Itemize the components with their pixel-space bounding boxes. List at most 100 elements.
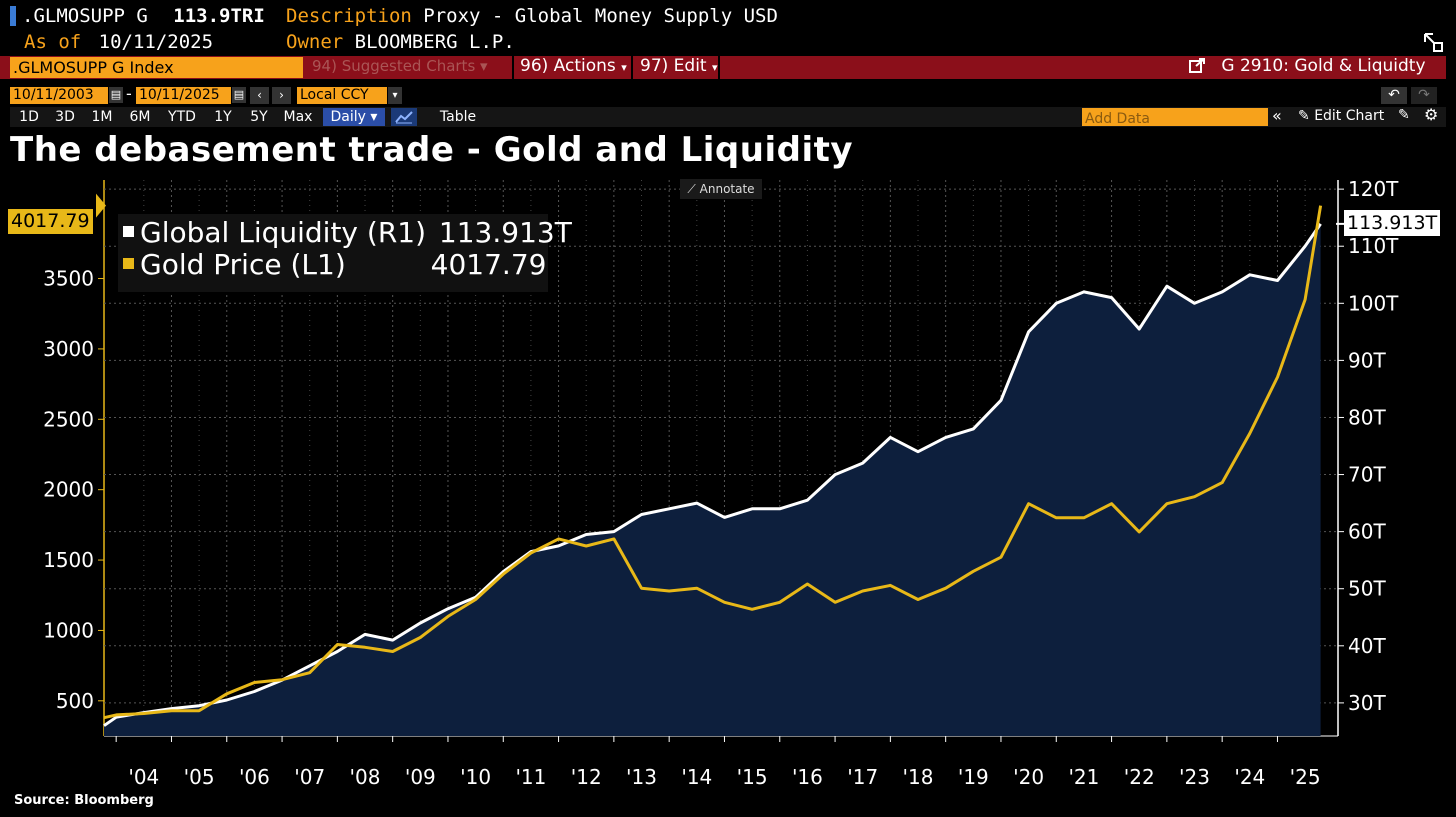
- chart-legend: Global Liquidity (R1) 113.913T Gold Pric…: [118, 214, 572, 292]
- security-field[interactable]: .GLMOSUPP G Index: [10, 57, 303, 78]
- y-right-tick-label: 40T: [1348, 634, 1386, 658]
- actions-button[interactable]: 96) Actions ▾: [520, 56, 627, 76]
- period-1m[interactable]: 1M: [91, 109, 113, 125]
- y-left-tick-label: 3500: [43, 267, 94, 291]
- y-right-tick-label: 70T: [1348, 463, 1386, 487]
- redo-icon[interactable]: ↷: [1411, 87, 1437, 104]
- edit-button[interactable]: 97) Edit ▾: [640, 56, 718, 76]
- ticker: .GLMOSUPP G: [22, 5, 148, 27]
- pencil-icon: ✎: [1298, 108, 1310, 124]
- legend-entry-gold: Gold Price (L1) 4017.79: [123, 248, 546, 281]
- legend-label: Global Liquidity (R1): [140, 216, 427, 249]
- x-tick-label: '19: [958, 765, 989, 789]
- add-data-field[interactable]: Add Data: [1082, 108, 1268, 127]
- edit-chart-label: Edit Chart: [1314, 108, 1385, 124]
- source-note: Source: Bloomberg: [14, 793, 154, 808]
- legend-value: 4017.79: [430, 248, 547, 281]
- undo-icon[interactable]: ↶: [1381, 87, 1407, 104]
- end-date-field[interactable]: 10/11/2025: [136, 87, 231, 104]
- next-period-icon[interactable]: ›: [272, 87, 291, 104]
- period-6m[interactable]: 6M: [129, 109, 151, 125]
- chart-title: The debasement trade - Gold and Liquidit…: [10, 130, 854, 170]
- owner-text: BLOOMBERG L.P.: [354, 31, 515, 53]
- x-tick-label: '17: [847, 765, 878, 789]
- y-right-tick-label: 120T: [1348, 177, 1399, 201]
- x-tick-label: '23: [1179, 765, 1210, 789]
- asof-date: 10/11/2025: [98, 31, 214, 53]
- period-5y[interactable]: 5Y: [250, 109, 268, 125]
- edit-chart-button[interactable]: ✎ Edit Chart: [1298, 108, 1384, 124]
- y-left-tick-label: 500: [56, 689, 94, 713]
- period-ytd[interactable]: YTD: [168, 109, 196, 125]
- legend-value: 113.913T: [438, 216, 572, 249]
- legend-label: Gold Price (L1): [140, 248, 346, 281]
- period-3d[interactable]: 3D: [55, 109, 75, 125]
- frequency-select[interactable]: Daily ▾: [323, 108, 385, 126]
- y-left-tick-label: 2000: [43, 478, 94, 502]
- y-left-tick-label: 1500: [43, 548, 94, 572]
- period-max[interactable]: Max: [283, 109, 313, 125]
- period-1d[interactable]: 1D: [19, 109, 39, 125]
- frequency-label: Daily: [330, 109, 366, 125]
- x-tick-label: '09: [405, 765, 436, 789]
- calendar-icon[interactable]: ▤: [109, 87, 123, 103]
- x-tick-label: '10: [460, 765, 491, 789]
- description-label: Description: [286, 5, 412, 27]
- chart-name: G 2910: Gold & Liquidty: [1221, 56, 1426, 76]
- description-text: Proxy - Global Money Supply USD: [423, 5, 778, 27]
- gear-icon[interactable]: ⚙: [1424, 105, 1439, 124]
- date-separator: -: [126, 84, 132, 103]
- pencil-icon: ⟋: [687, 182, 696, 196]
- y-left-tick-label: 1000: [43, 618, 94, 642]
- x-tick-label: '20: [1013, 765, 1044, 789]
- x-tick-label: '15: [737, 765, 768, 789]
- y-right-tick-label: 100T: [1348, 291, 1399, 315]
- y-left-tick-label: 2500: [43, 407, 94, 431]
- y-left-tick-label: 3000: [43, 337, 94, 361]
- toolbar-bar: [0, 56, 1446, 79]
- table-button[interactable]: Table: [439, 109, 477, 125]
- owner-label: Owner: [286, 31, 344, 53]
- x-tick-label: '12: [571, 765, 602, 789]
- annotate-button[interactable]: ⟋ Annotate: [680, 179, 762, 199]
- gold-last-value-label: 4017.79: [8, 209, 93, 234]
- currency-select[interactable]: Local CCY: [297, 87, 387, 104]
- x-tick-label: '24: [1234, 765, 1265, 789]
- y-right-tick-label: 80T: [1348, 405, 1386, 429]
- actions-label: 96) Actions: [520, 56, 616, 76]
- x-tick-label: '16: [792, 765, 823, 789]
- gold-last-pointer: [96, 193, 106, 218]
- start-date-field[interactable]: 10/11/2003: [10, 87, 108, 104]
- y-right-tick-label: 110T: [1348, 234, 1399, 258]
- x-tick-label: '08: [350, 765, 381, 789]
- suggested-charts-button[interactable]: 94) Suggested Charts ▾: [312, 57, 488, 75]
- chart-name-button[interactable]: G 2910: Gold & Liquidty: [1188, 56, 1426, 76]
- suggested-label: 94) Suggested Charts: [312, 57, 476, 75]
- period-1y[interactable]: 1Y: [214, 109, 232, 125]
- edit-icon[interactable]: ✎: [1398, 107, 1410, 123]
- line-chart-icon[interactable]: [391, 108, 417, 126]
- legend-entry-liquidity: Global Liquidity (R1) 113.913T: [123, 216, 572, 249]
- x-tick-label: '13: [626, 765, 657, 789]
- gold-line: [103, 205, 1323, 720]
- calendar-icon[interactable]: ▤: [232, 87, 246, 103]
- annotate-label: Annotate: [699, 182, 755, 196]
- collapse-icon[interactable]: «: [1272, 106, 1282, 125]
- x-tick-label: '14: [681, 765, 712, 789]
- external-link-icon: [1188, 56, 1211, 76]
- prev-period-icon[interactable]: ‹: [250, 87, 269, 104]
- liquidity-line: [103, 223, 1322, 727]
- fullscreen-icon[interactable]: [1422, 31, 1444, 53]
- x-tick-label: '11: [515, 765, 546, 789]
- x-tick-label: '18: [903, 765, 934, 789]
- x-tick-label: '21: [1068, 765, 1099, 789]
- x-tick-label: '05: [184, 765, 215, 789]
- x-tick-label: '07: [294, 765, 325, 789]
- chevron-down-icon[interactable]: ▾: [388, 87, 402, 104]
- y-right-tick-label: 30T: [1348, 691, 1386, 715]
- x-tick-label: '25: [1290, 765, 1321, 789]
- y-right-tick-label: 90T: [1348, 348, 1386, 372]
- legend-swatch: [123, 257, 134, 269]
- ticker-value: 113.9TRI: [173, 5, 265, 27]
